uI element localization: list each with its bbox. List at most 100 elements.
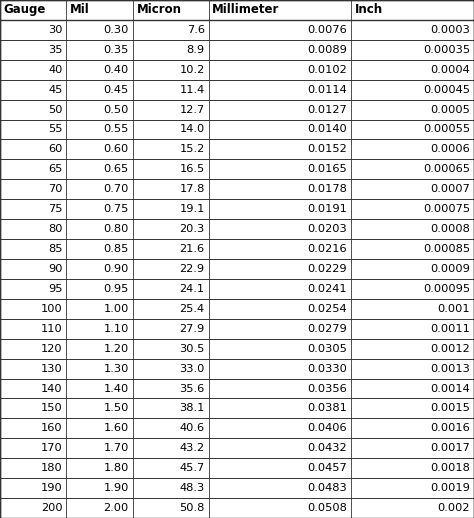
Text: 140: 140: [41, 383, 63, 394]
Text: 38.1: 38.1: [179, 404, 205, 413]
Bar: [0, 259, 474, 279]
Text: 35.6: 35.6: [180, 383, 205, 394]
Text: Mil: Mil: [70, 4, 90, 17]
Text: 0.0457: 0.0457: [307, 463, 347, 473]
Text: 2.00: 2.00: [104, 503, 129, 513]
Text: 16.5: 16.5: [180, 164, 205, 175]
Bar: [0, 99, 474, 120]
Text: 10.2: 10.2: [180, 65, 205, 75]
Text: 30.5: 30.5: [179, 343, 205, 354]
Text: 0.0008: 0.0008: [430, 224, 470, 234]
Text: 7.6: 7.6: [187, 25, 205, 35]
Text: 0.0178: 0.0178: [307, 184, 347, 194]
Text: 95: 95: [48, 284, 63, 294]
Text: 0.0114: 0.0114: [307, 84, 347, 95]
Text: 0.90: 0.90: [103, 264, 129, 274]
Text: 0.002: 0.002: [438, 503, 470, 513]
Bar: [0, 379, 474, 398]
Text: 1.90: 1.90: [103, 483, 129, 493]
Text: 180: 180: [41, 463, 63, 473]
Text: 33.0: 33.0: [179, 364, 205, 373]
Text: 0.0014: 0.0014: [430, 383, 470, 394]
Text: 90: 90: [48, 264, 63, 274]
Text: 160: 160: [41, 423, 63, 434]
Text: 150: 150: [41, 404, 63, 413]
Text: 0.0191: 0.0191: [307, 204, 347, 214]
Text: 45: 45: [48, 84, 63, 95]
Text: 0.0241: 0.0241: [307, 284, 347, 294]
Text: 1.60: 1.60: [104, 423, 129, 434]
Text: 0.00095: 0.00095: [423, 284, 470, 294]
Bar: [0, 160, 474, 179]
Text: 1.30: 1.30: [103, 364, 129, 373]
Text: 0.0102: 0.0102: [307, 65, 347, 75]
Text: 70: 70: [48, 184, 63, 194]
Text: 0.60: 0.60: [104, 145, 129, 154]
Bar: [0, 319, 474, 339]
Text: 0.001: 0.001: [438, 304, 470, 314]
Text: 0.0203: 0.0203: [307, 224, 347, 234]
Text: 12.7: 12.7: [180, 105, 205, 114]
Text: 14.0: 14.0: [180, 124, 205, 135]
Text: 0.0017: 0.0017: [430, 443, 470, 453]
Text: 0.0018: 0.0018: [430, 463, 470, 473]
Text: 0.55: 0.55: [103, 124, 129, 135]
Text: 0.80: 0.80: [103, 224, 129, 234]
Text: 0.85: 0.85: [103, 244, 129, 254]
Text: 0.0007: 0.0007: [430, 184, 470, 194]
Text: 0.0019: 0.0019: [430, 483, 470, 493]
Text: 0.0254: 0.0254: [307, 304, 347, 314]
Text: 22.9: 22.9: [180, 264, 205, 274]
Text: 0.0013: 0.0013: [430, 364, 470, 373]
Bar: [0, 239, 474, 259]
Text: 170: 170: [41, 443, 63, 453]
Bar: [0, 458, 474, 478]
Text: 0.0305: 0.0305: [307, 343, 347, 354]
Text: 120: 120: [41, 343, 63, 354]
Text: 0.0152: 0.0152: [307, 145, 347, 154]
Bar: [0, 438, 474, 458]
Text: 0.00035: 0.00035: [423, 45, 470, 55]
Text: 0.0009: 0.0009: [430, 264, 470, 274]
Text: 0.0216: 0.0216: [307, 244, 347, 254]
Text: Micron: Micron: [137, 4, 182, 17]
Text: 19.1: 19.1: [179, 204, 205, 214]
Text: 25.4: 25.4: [180, 304, 205, 314]
Text: 1.40: 1.40: [104, 383, 129, 394]
Bar: [0, 199, 474, 219]
Text: 0.00055: 0.00055: [423, 124, 470, 135]
Text: 0.30: 0.30: [103, 25, 129, 35]
Text: 0.0432: 0.0432: [307, 443, 347, 453]
Text: Inch: Inch: [355, 4, 383, 17]
Text: 27.9: 27.9: [180, 324, 205, 334]
Text: 0.00065: 0.00065: [423, 164, 470, 175]
Text: 0.40: 0.40: [104, 65, 129, 75]
Bar: [0, 478, 474, 498]
Text: 17.8: 17.8: [179, 184, 205, 194]
Bar: [0, 120, 474, 139]
Text: 0.0076: 0.0076: [307, 25, 347, 35]
Text: 35: 35: [48, 45, 63, 55]
Bar: [0, 498, 474, 518]
Text: 130: 130: [41, 364, 63, 373]
Text: 0.0140: 0.0140: [307, 124, 347, 135]
Text: 0.0279: 0.0279: [307, 324, 347, 334]
Text: 21.6: 21.6: [180, 244, 205, 254]
Text: 0.0127: 0.0127: [307, 105, 347, 114]
Text: Millimeter: Millimeter: [212, 4, 280, 17]
Text: 1.00: 1.00: [103, 304, 129, 314]
Bar: [0, 20, 474, 40]
Text: 0.00075: 0.00075: [423, 204, 470, 214]
Bar: [0, 279, 474, 299]
Text: 0.00085: 0.00085: [423, 244, 470, 254]
Text: 0.0005: 0.0005: [430, 105, 470, 114]
Text: 60: 60: [48, 145, 63, 154]
Bar: [0, 398, 474, 419]
Text: 0.70: 0.70: [103, 184, 129, 194]
Text: 0.0016: 0.0016: [430, 423, 470, 434]
Text: 0.0015: 0.0015: [430, 404, 470, 413]
Text: 1.80: 1.80: [103, 463, 129, 473]
Text: 1.70: 1.70: [103, 443, 129, 453]
Bar: [0, 60, 474, 80]
Text: 0.0508: 0.0508: [307, 503, 347, 513]
